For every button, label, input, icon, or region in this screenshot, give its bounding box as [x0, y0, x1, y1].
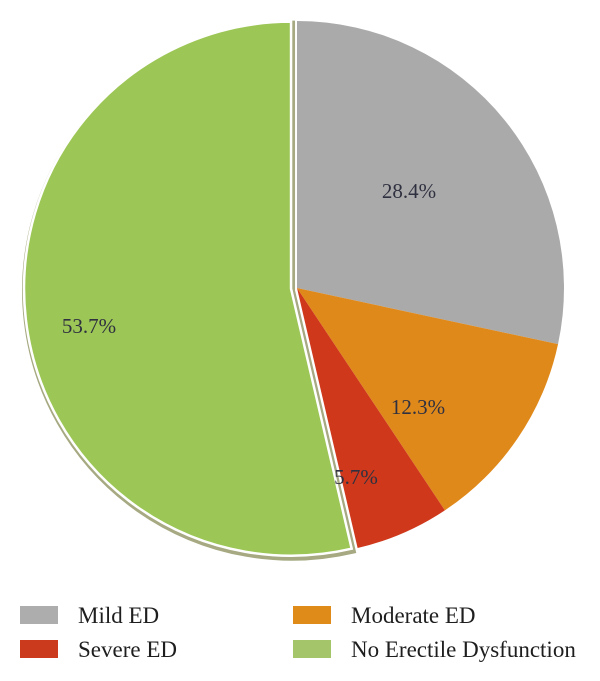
slice-label-severe-ed: 5.7%	[334, 465, 378, 489]
pie-slice-no-erectile-dysfunction	[22, 20, 354, 557]
legend-item-moderate-ed: Moderate ED	[293, 602, 586, 628]
legend-item-no-erectile-dysfunction: No Erectile Dysfunction	[293, 636, 586, 662]
legend-label-moderate-ed: Moderate ED	[351, 602, 476, 628]
pie-slice-severe-ed	[297, 288, 445, 549]
legend-swatch-severe-ed	[20, 640, 58, 658]
legend-label-mild-ed: Mild ED	[78, 602, 160, 628]
slice-label-mild-ed: 28.4%	[382, 179, 436, 203]
legend-label-no-erectile-dysfunction: No Erectile Dysfunction	[351, 636, 576, 662]
pie-slice-labels: 28.4% 12.3% 5.7% 53.7%	[62, 179, 445, 489]
slice-label-moderate-ed: 12.3%	[391, 395, 445, 419]
legend-swatch-no-erectile-dysfunction	[293, 640, 331, 658]
pie-slice-mild-ed	[297, 21, 564, 345]
pie-slices	[22, 20, 564, 561]
legend-swatch-mild-ed	[20, 606, 58, 624]
slice-label-no-erectile-dysfunction: 53.7%	[62, 314, 116, 338]
legend: Mild ED Moderate ED Severe ED No Erectil…	[20, 602, 586, 662]
pie-chart: 28.4% 12.3% 5.7% 53.7%	[22, 20, 564, 561]
legend-swatch-moderate-ed	[293, 606, 331, 624]
legend-item-severe-ed: Severe ED	[20, 636, 293, 662]
legend-item-mild-ed: Mild ED	[20, 602, 293, 628]
legend-label-severe-ed: Severe ED	[78, 636, 177, 662]
pie-slice-moderate-ed	[297, 288, 559, 511]
